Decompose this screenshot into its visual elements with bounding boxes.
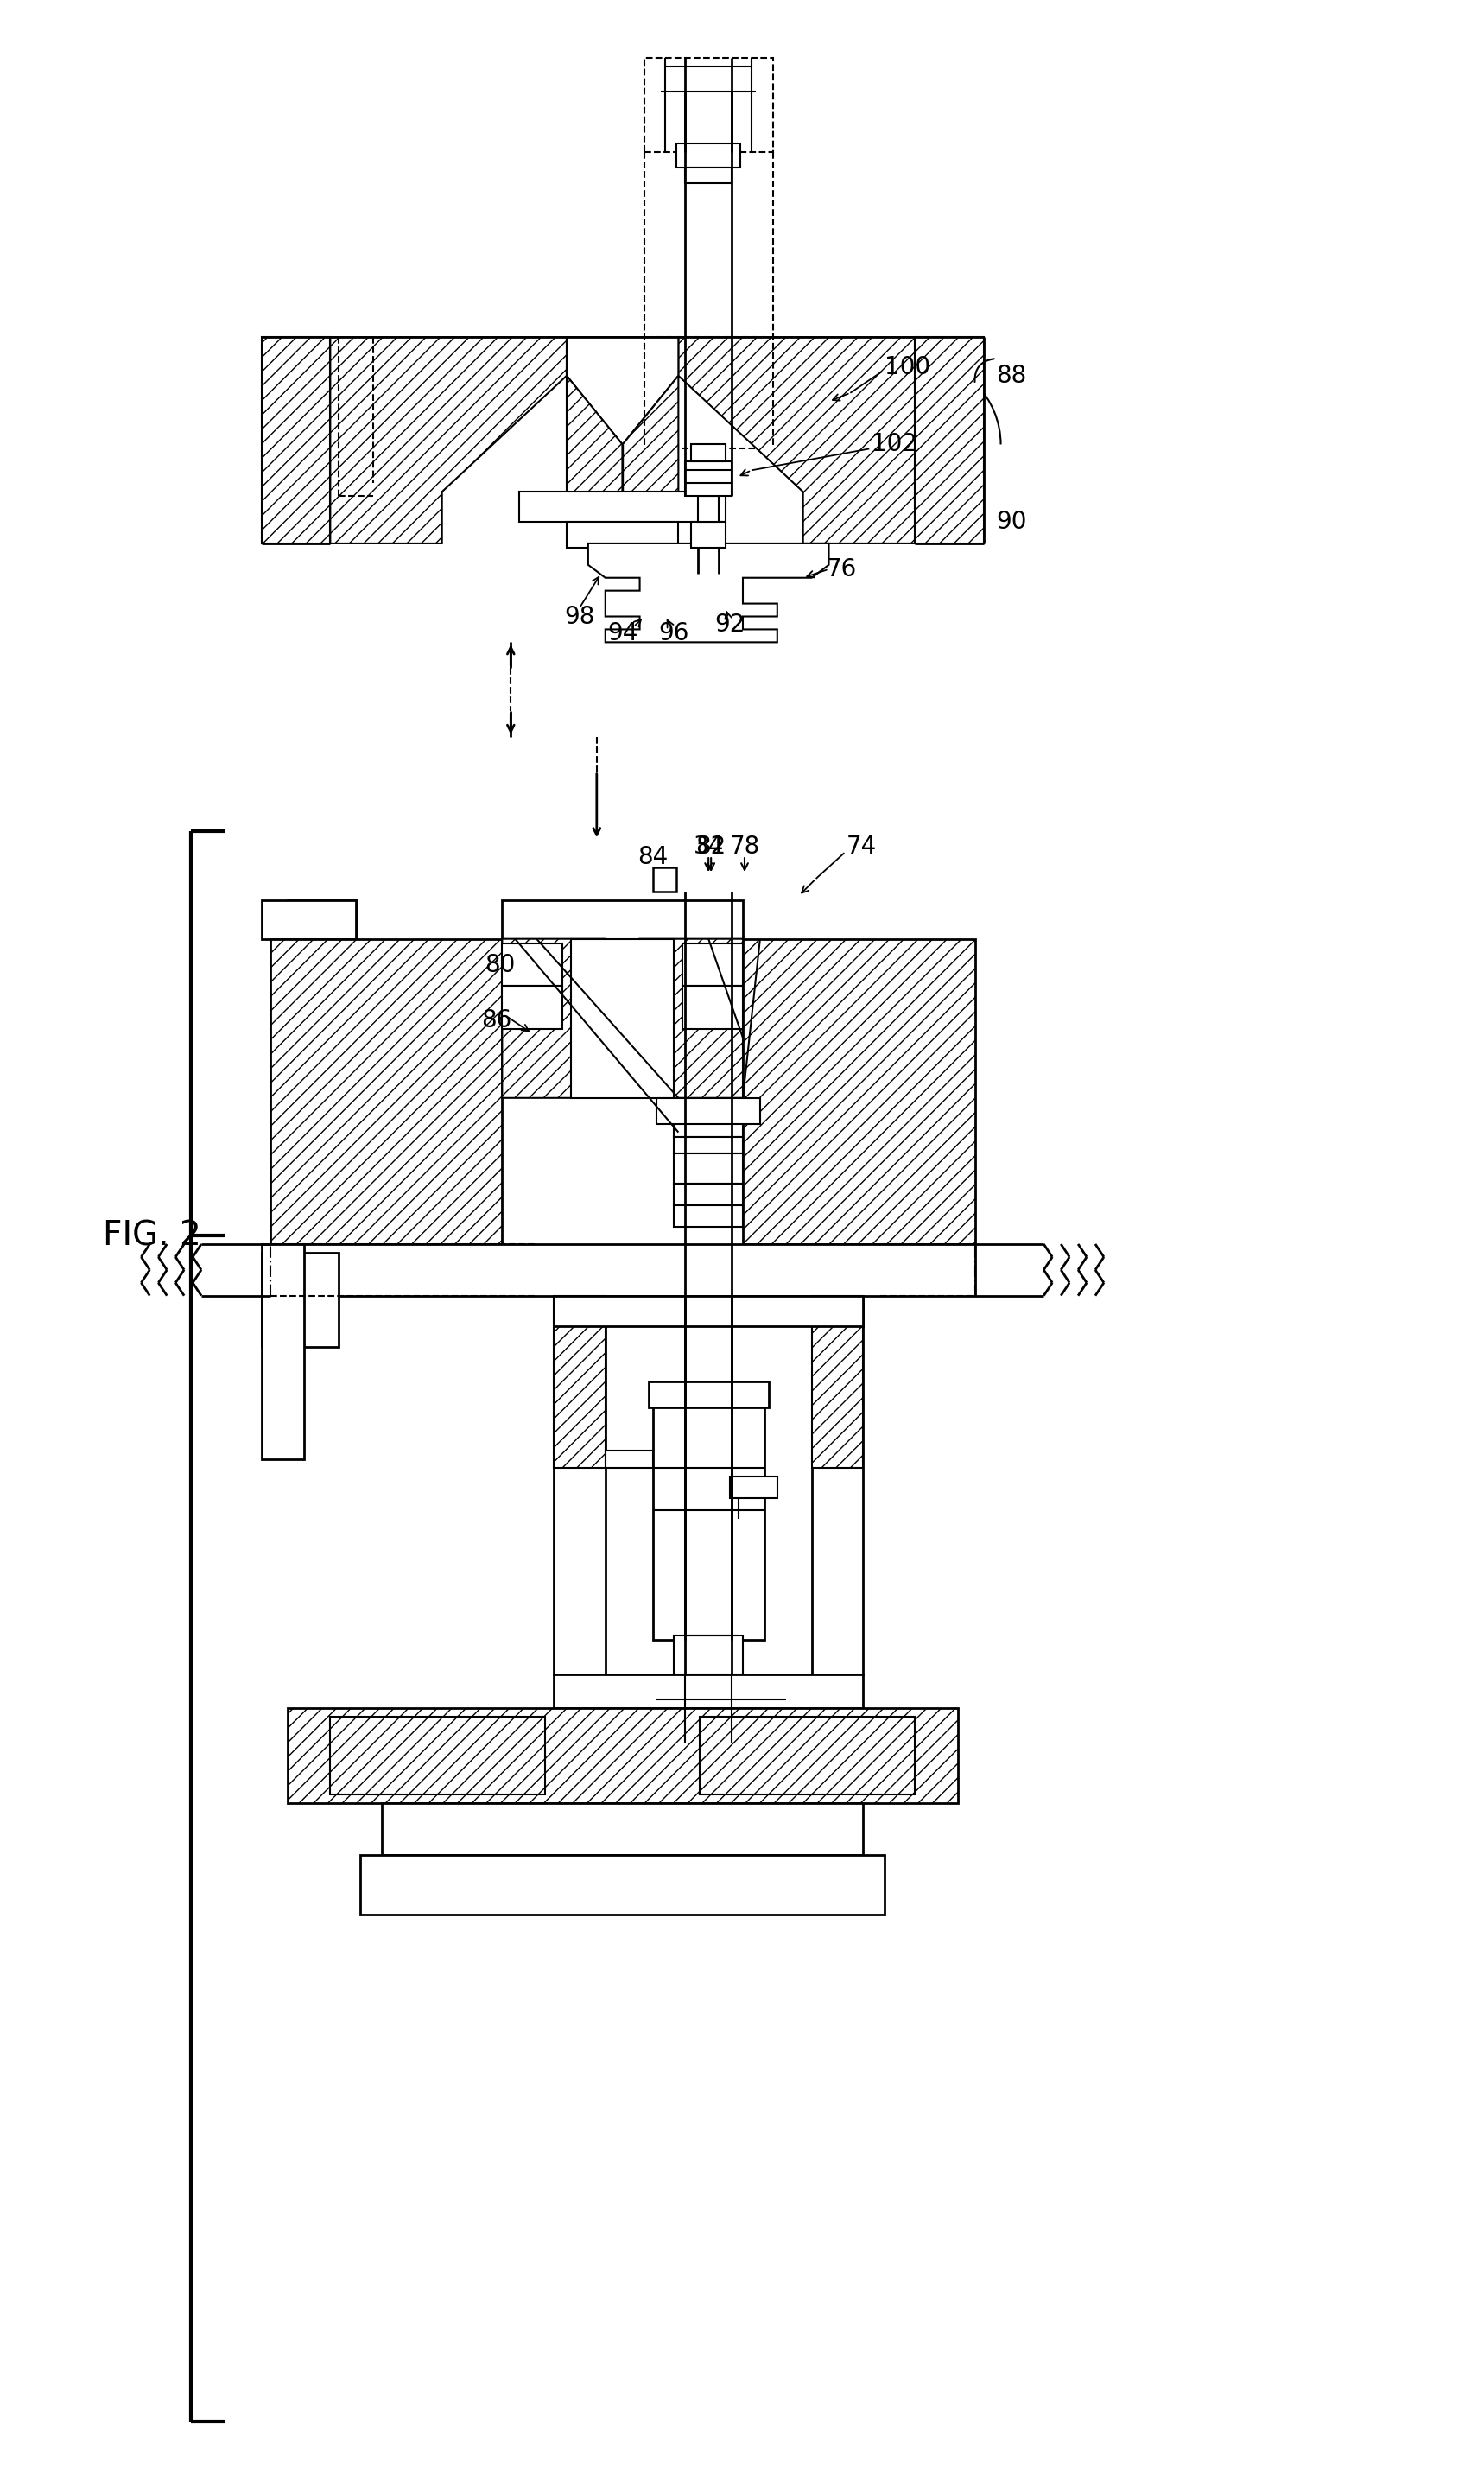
Bar [657,1674,760,1744]
Bar [605,1452,653,1469]
Bar [261,899,356,939]
Polygon shape [331,1717,545,1793]
Text: 80: 80 [485,954,515,976]
Bar [381,1803,864,1855]
Polygon shape [554,1295,605,1469]
Bar [812,1295,864,1674]
Bar [686,461,732,495]
Bar [554,1674,864,1709]
Text: 98: 98 [564,604,595,629]
Bar [674,1635,743,1674]
Bar [657,1097,760,1125]
Text: 96: 96 [659,622,690,646]
Text: 74: 74 [846,835,877,860]
Bar [730,1476,778,1499]
Bar [554,1295,864,1325]
Polygon shape [588,542,830,642]
Bar [686,168,732,183]
Bar [361,1855,884,1915]
Bar [567,523,678,547]
Polygon shape [567,377,622,493]
Bar [519,493,726,523]
Text: FIG. 2: FIG. 2 [102,1219,200,1251]
Bar [502,944,562,986]
Text: 34: 34 [693,835,724,860]
Bar [683,944,743,986]
Text: 94: 94 [607,622,638,646]
Polygon shape [700,1717,914,1793]
Polygon shape [622,377,678,493]
Text: 88: 88 [996,364,1027,389]
Bar [288,899,356,1073]
Bar [502,986,562,1028]
Bar [674,1137,743,1154]
Polygon shape [331,337,567,542]
Bar [697,495,718,523]
Bar [644,57,773,151]
Polygon shape [502,939,605,1097]
Bar [692,523,726,547]
Text: 100: 100 [884,354,930,379]
Bar [261,1243,304,1459]
Bar [653,337,764,448]
Bar [502,899,743,939]
Text: 76: 76 [827,557,856,582]
Bar [751,1682,789,1699]
Bar [649,1382,769,1407]
Text: 82: 82 [696,835,726,860]
Bar [674,1206,743,1226]
Bar [692,443,726,461]
Polygon shape [743,939,975,1243]
Bar [674,1115,743,1137]
Bar [653,867,677,892]
Polygon shape [812,1295,864,1469]
Text: 78: 78 [729,835,760,860]
Text: 84: 84 [637,845,668,869]
Polygon shape [678,337,914,542]
Bar [674,1154,743,1184]
Bar [261,337,331,542]
Text: 102: 102 [871,433,917,456]
Bar [261,1253,338,1347]
Text: 90: 90 [996,510,1027,535]
Bar [270,1243,975,1295]
Polygon shape [270,939,502,1243]
Text: 86: 86 [481,1008,512,1033]
Polygon shape [640,939,743,1097]
Bar [674,1184,743,1206]
Bar [653,1407,764,1640]
Polygon shape [567,337,678,493]
Bar [571,939,674,1097]
Bar [683,986,743,1028]
Bar [554,1295,605,1674]
Bar [677,144,741,168]
Bar [914,337,984,542]
Polygon shape [288,1709,957,1803]
Text: 92: 92 [715,612,745,637]
